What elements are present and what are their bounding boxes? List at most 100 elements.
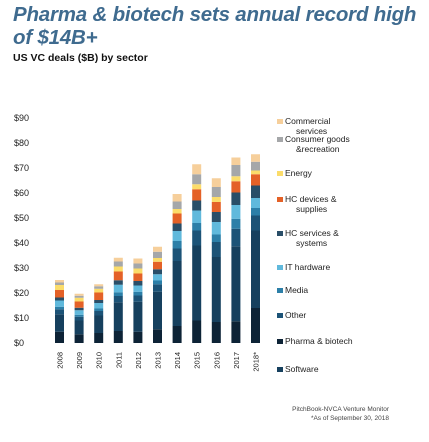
y-tick-label: $0 <box>14 338 24 348</box>
legend-label: Other <box>285 310 307 320</box>
bar-segment <box>251 198 260 208</box>
x-tick-label: 2018* <box>252 352 261 372</box>
bar-segment <box>211 257 221 322</box>
y-tick-label: $70 <box>14 163 29 173</box>
bar-segment <box>74 293 84 296</box>
legend-label: Pharma & biotech <box>285 336 353 346</box>
bar-segment <box>172 231 182 241</box>
source-text: PitchBook-NVCA Venture Monitor <box>292 406 389 413</box>
y-tick-label: $20 <box>14 288 29 298</box>
bar-segment <box>172 201 182 209</box>
legend-item: Other <box>277 310 427 320</box>
bar-segment <box>113 284 123 293</box>
bar-segment <box>251 174 260 186</box>
bar-segment <box>211 197 221 202</box>
bar-segment <box>211 234 221 242</box>
legend-label: &recreation <box>296 144 340 154</box>
legend-item: Software <box>277 364 427 374</box>
bar-segment <box>74 334 84 343</box>
x-tick-label: 2017 <box>232 352 241 369</box>
bar-segment <box>231 176 241 182</box>
legend-item: Media <box>277 285 427 295</box>
bar-segment <box>113 280 123 285</box>
bar-segment <box>172 223 182 231</box>
legend-swatch <box>277 367 283 372</box>
bar-segment <box>55 280 64 283</box>
bar-segment <box>153 258 162 262</box>
legend-label: systems <box>296 238 328 248</box>
bar-segment <box>231 181 241 193</box>
legend-swatch <box>277 265 283 270</box>
bar-segment <box>231 321 241 343</box>
bar-segment <box>55 309 64 315</box>
legend-label: Media <box>285 285 309 295</box>
bar-segment <box>94 311 104 316</box>
legend-label: supplies <box>296 204 328 214</box>
bar-segment <box>133 273 143 281</box>
bar-segment <box>192 164 202 175</box>
legend-label: HC services & <box>285 228 339 238</box>
bar-segment <box>55 282 64 285</box>
bar-segment <box>74 320 84 335</box>
bar-segment <box>211 212 221 222</box>
bar-segment <box>94 286 104 289</box>
legend-label: Energy <box>285 168 312 178</box>
legend-label: Commercial <box>285 116 331 126</box>
bar-segment <box>192 320 202 343</box>
legend-swatch <box>277 137 283 142</box>
legend-item: Commercial services <box>277 116 427 136</box>
bar-segment <box>74 297 84 302</box>
bar-segment <box>231 192 241 205</box>
legend-swatch <box>277 313 283 318</box>
legend-swatch <box>277 197 283 202</box>
footnote: *As of September 30, 2018 <box>310 415 389 422</box>
bar-segment <box>113 296 123 303</box>
bar-segment <box>55 331 64 343</box>
bar-segment <box>94 333 104 343</box>
bar-segment <box>153 269 162 275</box>
legend-item: Consumer goods &recreation <box>277 134 427 154</box>
legend-item: HC services & systems <box>277 228 427 248</box>
bar-segment <box>211 187 221 197</box>
x-tick-label: 2011 <box>114 352 123 368</box>
bar-segment <box>153 284 162 292</box>
x-tick-label: 2012 <box>134 352 143 369</box>
y-axis: $0 $10 $20 $30 $40 $50 $60 $70 $80 $90 <box>14 113 29 348</box>
bar-segment <box>133 295 143 302</box>
legend-swatch <box>277 119 283 124</box>
bar-segment <box>231 157 241 165</box>
legend-item: Energy <box>277 168 427 178</box>
bar-segment <box>251 208 260 216</box>
x-tick-label: 2016 <box>212 352 221 369</box>
bar-segment <box>192 189 202 201</box>
y-tick-label: $10 <box>14 313 29 323</box>
bar-segment <box>113 302 123 331</box>
bar-segment <box>172 209 182 214</box>
bar-segment <box>251 308 260 343</box>
legend-label: Software <box>285 364 319 374</box>
x-tick-label: 2015 <box>193 352 202 369</box>
legend-swatch <box>277 288 283 293</box>
chart-subtitle: US VC deals ($B) by sector <box>13 52 148 64</box>
bar-segment <box>133 268 143 274</box>
bar-segment <box>55 297 64 301</box>
bar-segment <box>74 301 84 308</box>
x-tick-label: 2008 <box>56 352 65 369</box>
bar-segment <box>192 184 202 190</box>
bar-segment <box>113 257 123 262</box>
bar-segment <box>231 246 241 322</box>
legend-label: HC devices & <box>285 194 337 204</box>
bar-segment <box>94 284 104 287</box>
bar-segment <box>172 213 182 224</box>
bar-segment <box>153 261 162 270</box>
legend-item: IT hardware <box>277 262 427 272</box>
bar-segment <box>251 161 260 171</box>
y-tick-label: $80 <box>14 138 29 148</box>
legend-swatch <box>277 231 283 236</box>
legend-label: Consumer goods <box>285 134 350 144</box>
bar-segment <box>55 285 64 290</box>
bar-segment <box>251 230 260 308</box>
bar-segment <box>55 300 64 307</box>
legend-label: services <box>296 126 328 136</box>
bar-segment <box>211 178 221 187</box>
